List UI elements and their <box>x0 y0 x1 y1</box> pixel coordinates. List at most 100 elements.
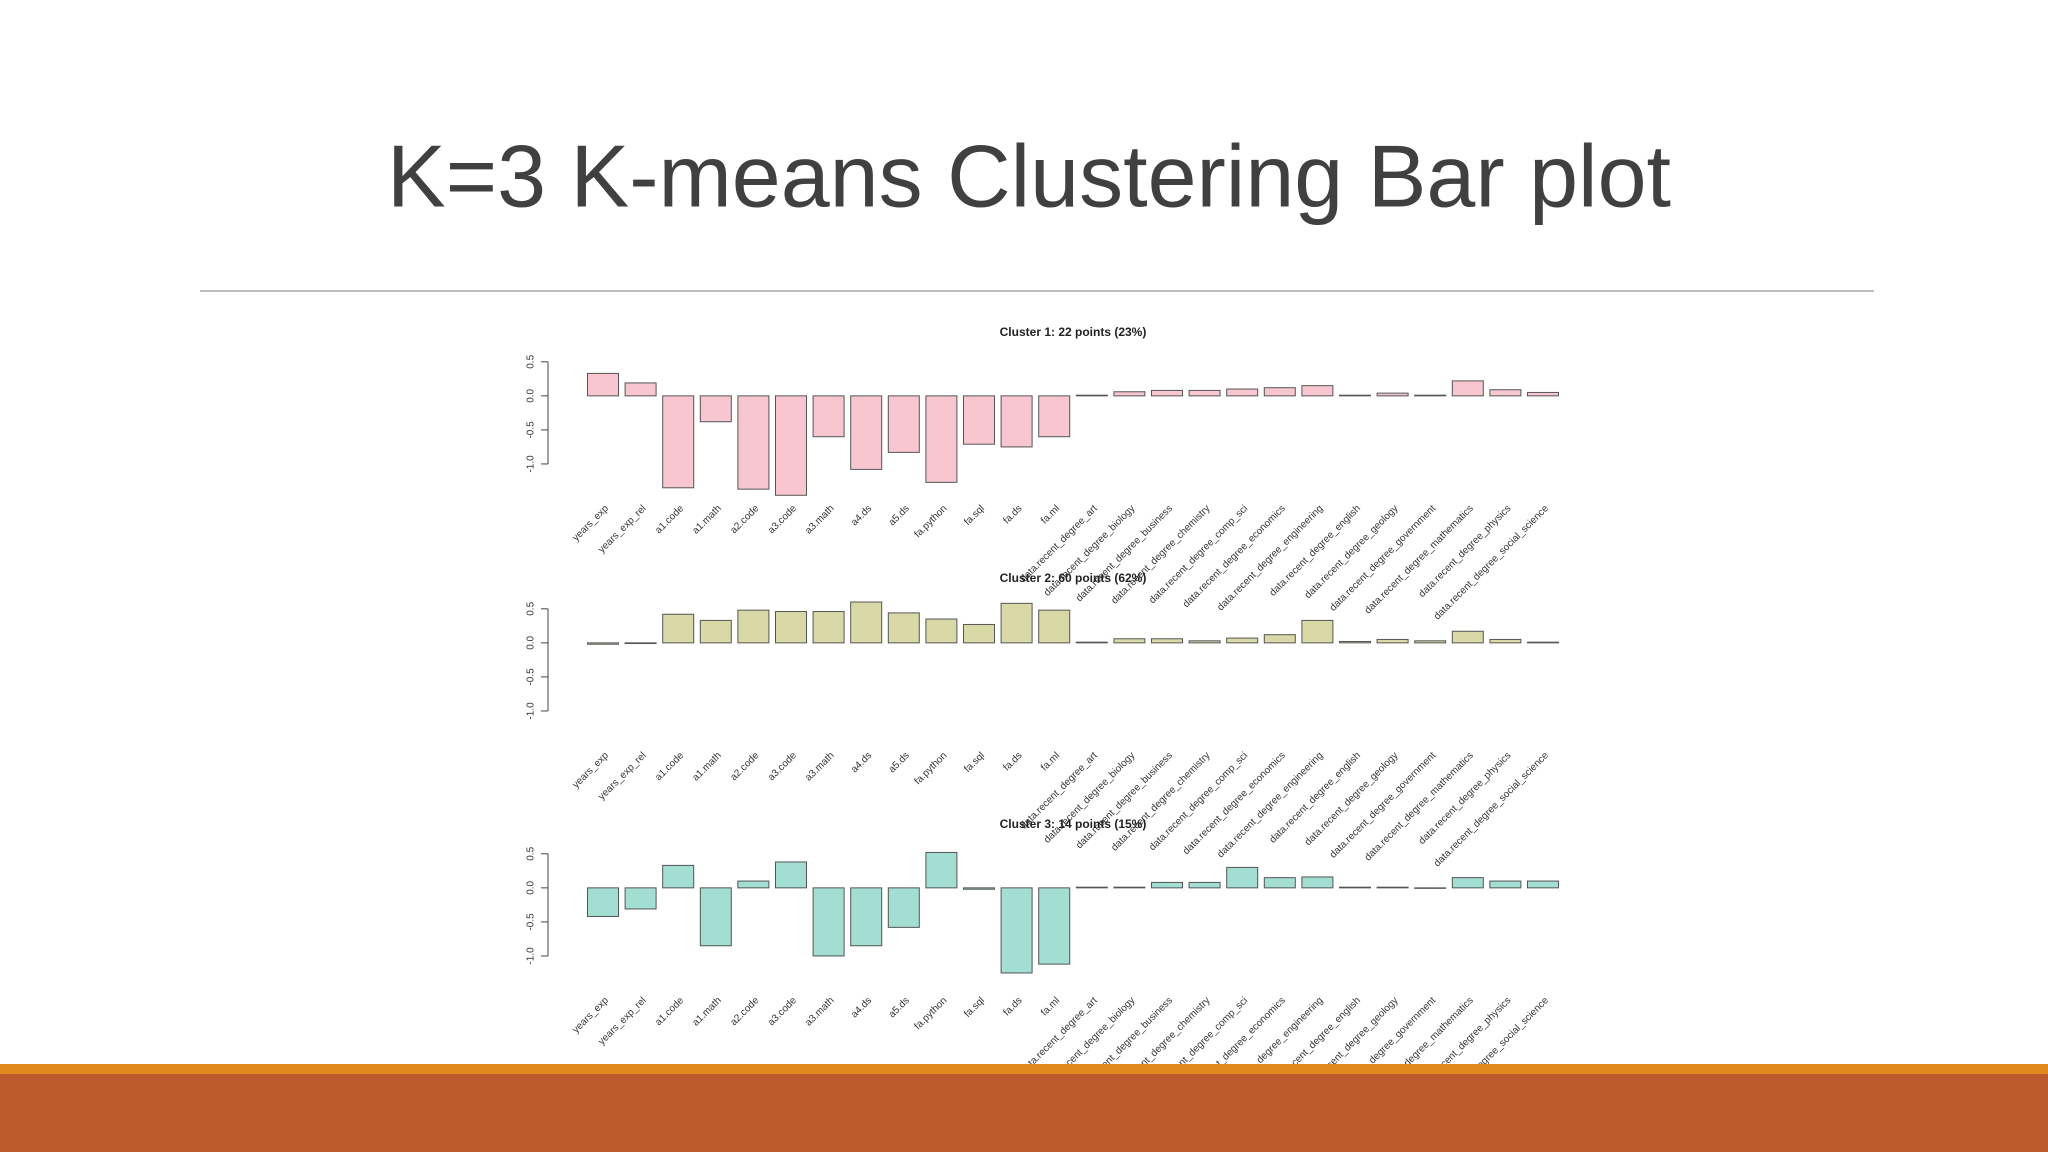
footer-accent <box>0 1064 2048 1074</box>
bar <box>587 887 619 917</box>
x-tick-label: a1.code <box>653 995 686 1028</box>
bar <box>887 887 920 928</box>
bar <box>1000 602 1033 644</box>
bar <box>1527 391 1559 397</box>
bar <box>850 601 883 644</box>
bar <box>775 395 807 496</box>
slide-title: K=3 K-means Clustering Bar plot <box>387 126 1671 225</box>
chart-title: Cluster 1: 22 points (23%) <box>1000 325 1147 339</box>
bar <box>850 887 883 947</box>
chart-title: Cluster 2: 60 points (62%) <box>1000 571 1147 585</box>
bar <box>1451 877 1484 889</box>
bar <box>1000 395 1033 448</box>
bar <box>1301 876 1334 889</box>
bar <box>925 395 958 483</box>
bar <box>587 372 619 397</box>
bar <box>1000 887 1033 974</box>
y-tick-label: -1.0 <box>526 702 537 720</box>
bar <box>1489 880 1522 889</box>
bar <box>850 395 883 470</box>
bar <box>1151 638 1183 644</box>
bar <box>737 609 770 644</box>
bar <box>1414 887 1447 889</box>
x-tick-label: a2.code <box>728 503 761 536</box>
bar <box>1188 881 1221 889</box>
bar <box>963 623 995 644</box>
bar <box>1301 385 1334 397</box>
x-tick-label: a5.ds <box>887 750 912 775</box>
x-tick-label: a1.code <box>653 503 686 536</box>
x-tick-label: a2.code <box>728 995 761 1028</box>
x-tick-label: fa.ds <box>1001 995 1024 1018</box>
x-tick-label: a3.math <box>803 503 836 536</box>
bar <box>662 613 695 644</box>
bar <box>1263 634 1296 644</box>
bar <box>1376 638 1409 644</box>
bar <box>1038 609 1071 644</box>
bar <box>1376 886 1409 889</box>
bar <box>662 864 695 889</box>
bar <box>887 612 920 644</box>
bar <box>1339 886 1371 889</box>
y-tick-label: 0.0 <box>526 388 537 402</box>
x-tick-label: fa.ml <box>1039 995 1062 1018</box>
x-tick-label: a4.ds <box>849 995 874 1020</box>
bar <box>1038 395 1071 438</box>
bar <box>624 887 657 910</box>
footer-band <box>0 1074 2048 1152</box>
bar <box>1226 388 1259 397</box>
y-tick-label: -0.5 <box>526 913 537 931</box>
bar <box>1113 886 1146 889</box>
chart-title: Cluster 3: 14 points (15%) <box>1000 817 1147 831</box>
bar <box>1527 880 1559 889</box>
x-tick-label: fa.ds <box>1001 503 1024 526</box>
x-tick-label: a5.ds <box>887 995 912 1020</box>
y-tick-label: -1.0 <box>526 947 537 965</box>
bar <box>925 851 958 889</box>
bar <box>775 611 807 644</box>
bar <box>925 618 958 644</box>
x-tick-label: fa.python <box>913 503 950 540</box>
bar <box>1188 640 1221 644</box>
x-tick-label: fa.ml <box>1039 750 1062 773</box>
bar <box>1339 640 1371 644</box>
y-tick-label: 0.5 <box>526 846 537 860</box>
x-tick-label: fa.python <box>913 995 950 1032</box>
bar <box>1263 387 1296 397</box>
x-tick-label: a3.code <box>766 995 799 1028</box>
x-tick-label: fa.ds <box>1001 750 1024 773</box>
bar <box>1451 380 1484 397</box>
x-tick-label: fa.ml <box>1039 503 1062 526</box>
bar <box>1075 886 1108 889</box>
x-tick-label: a1.code <box>653 750 686 783</box>
bar <box>624 642 657 645</box>
x-tick-label: fa.sql <box>962 503 987 528</box>
bar <box>1301 619 1334 644</box>
bar <box>1489 638 1522 644</box>
bar <box>1226 637 1259 644</box>
x-tick-label: a1.math <box>690 503 723 536</box>
x-tick-label: a4.ds <box>849 503 874 528</box>
bar <box>1151 881 1183 889</box>
bar <box>1151 389 1183 397</box>
y-tick-label: 0.5 <box>526 601 537 615</box>
x-tick-label: a5.ds <box>887 503 912 528</box>
bar <box>737 880 770 889</box>
y-tick-label: -0.5 <box>526 421 537 439</box>
bar <box>1038 887 1071 965</box>
x-tick-label: a3.code <box>766 750 799 783</box>
y-tick-label: -1.0 <box>526 455 537 473</box>
bar <box>1188 389 1221 397</box>
y-tick-label: 0.0 <box>526 635 537 649</box>
bar <box>624 382 657 397</box>
bar <box>737 395 770 490</box>
x-tick-label: a3.math <box>803 750 836 783</box>
bar <box>1339 394 1371 397</box>
bar <box>1113 638 1146 644</box>
bar <box>775 861 807 889</box>
x-tick-label: a1.math <box>690 995 723 1028</box>
x-tick-label: fa.python <box>913 750 950 787</box>
bar <box>963 887 995 890</box>
